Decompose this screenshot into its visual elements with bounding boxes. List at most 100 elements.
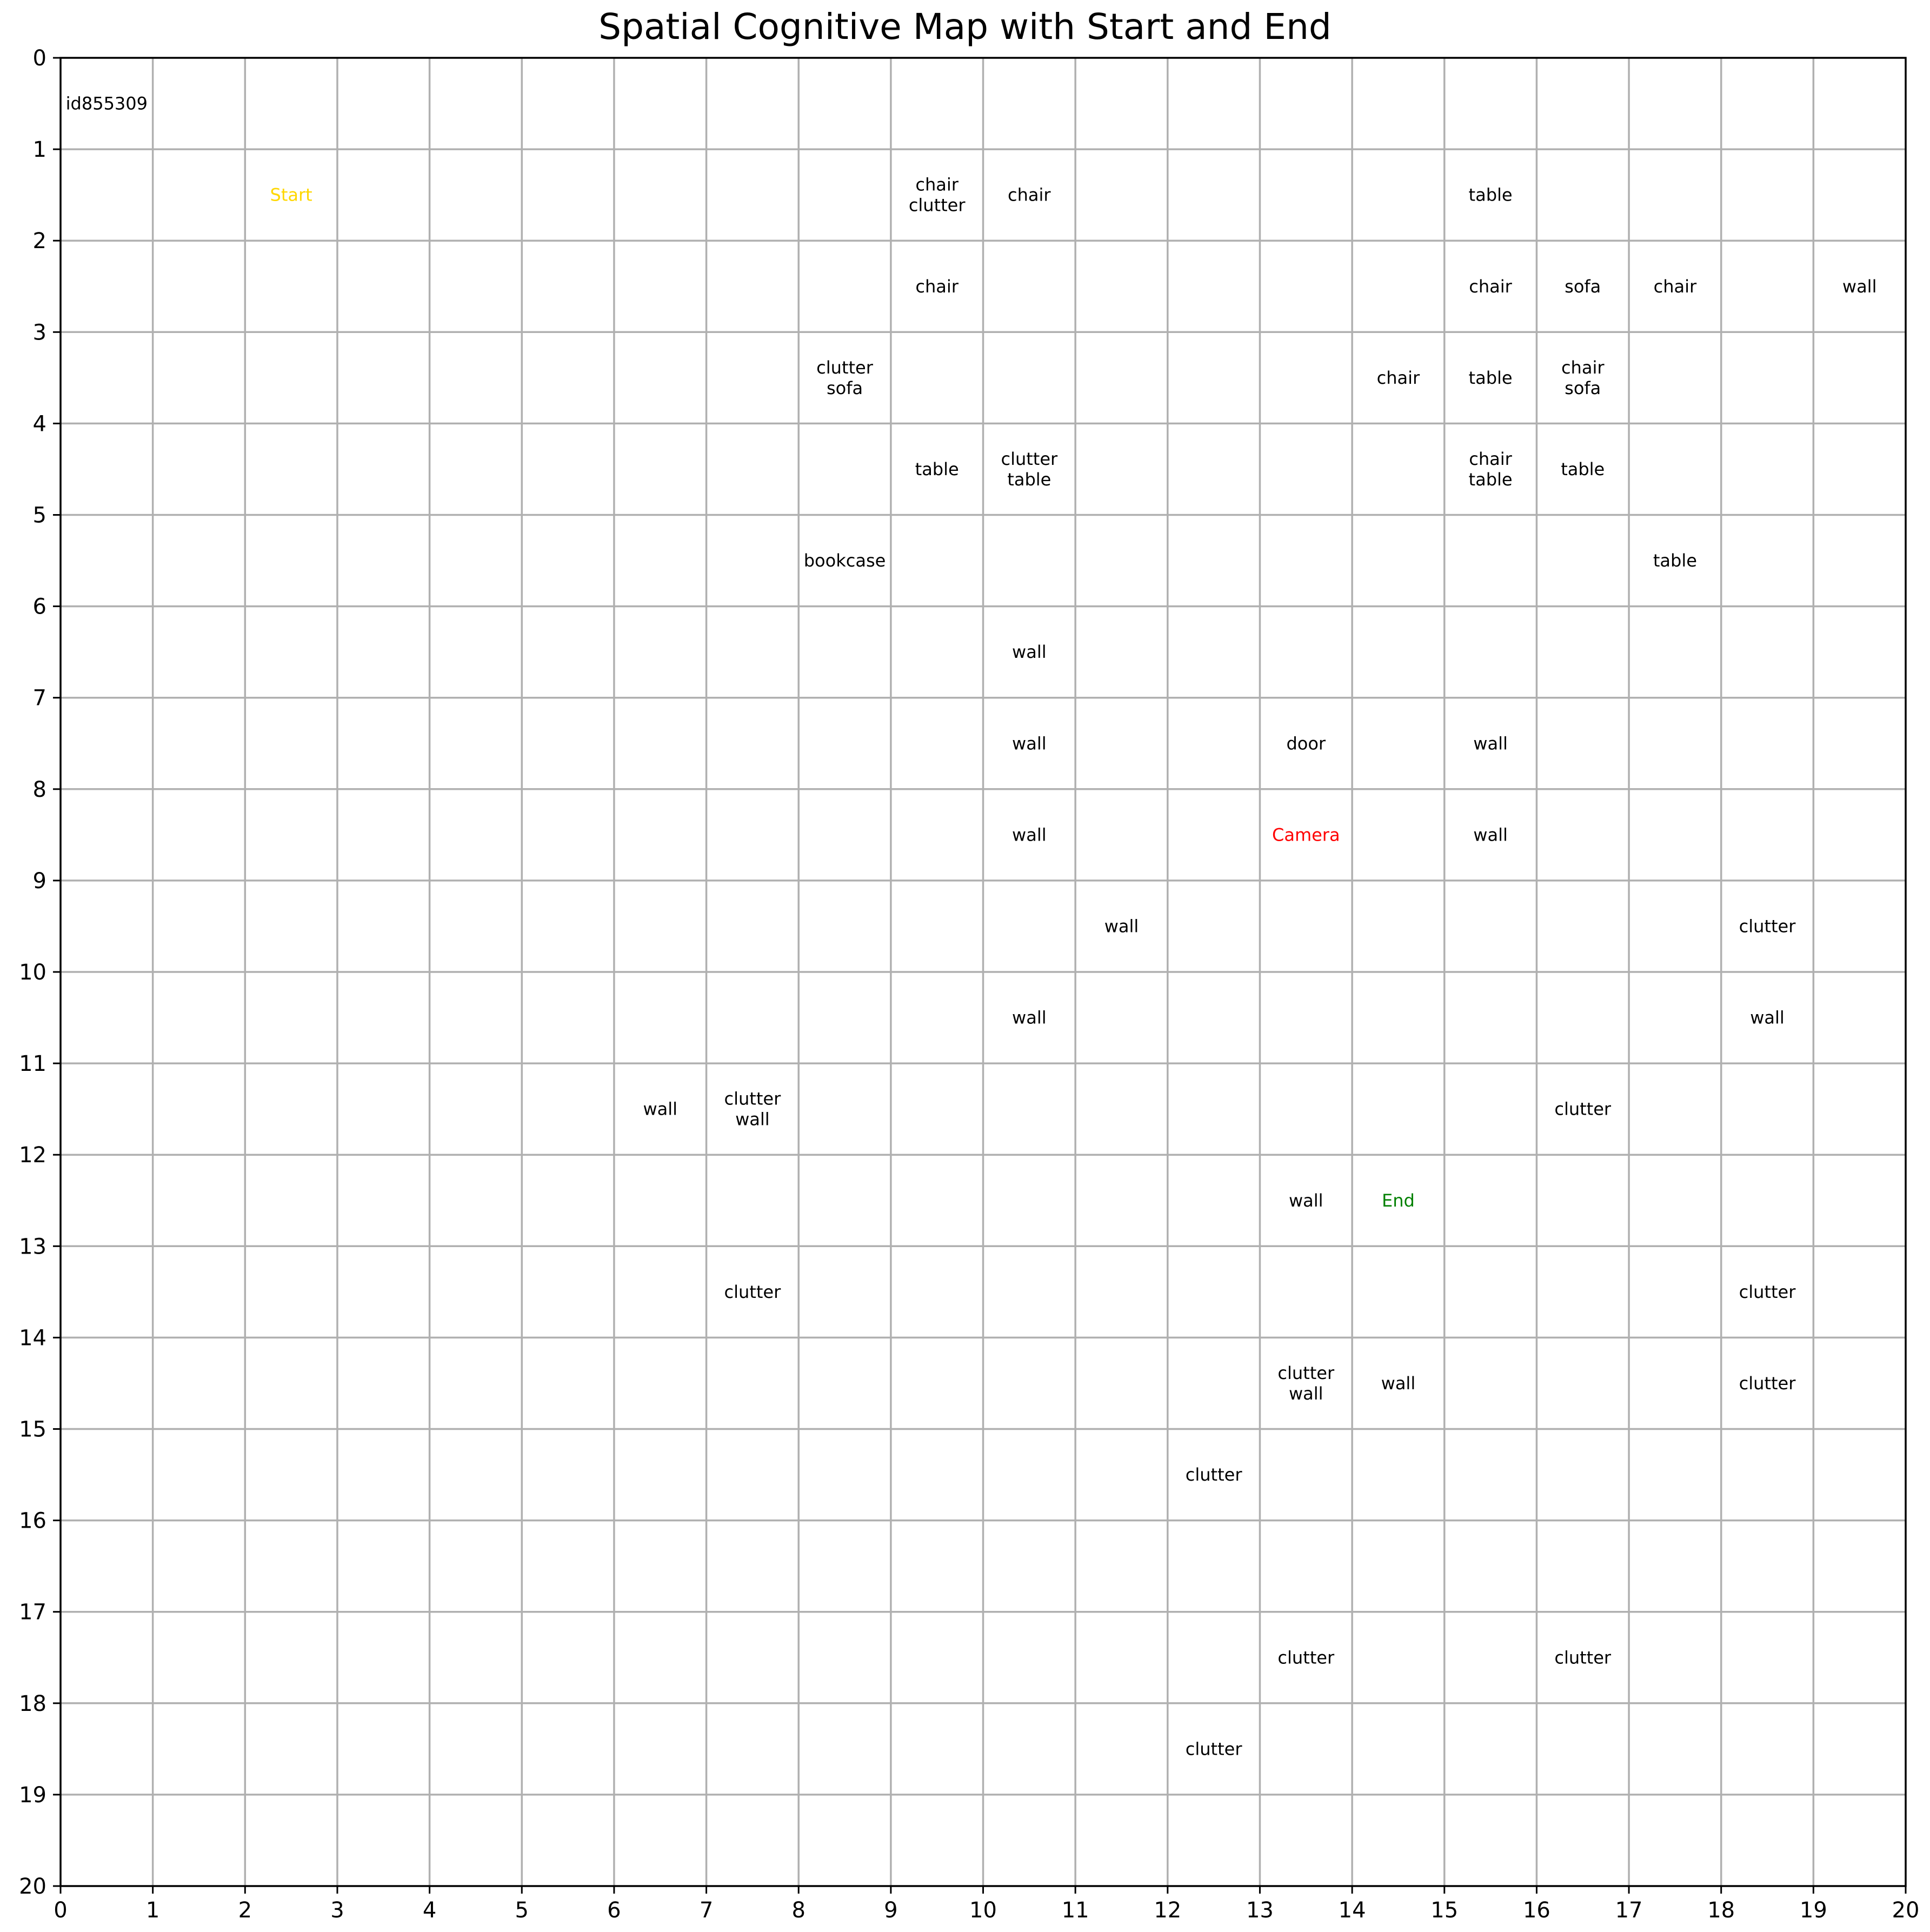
- cell-label-wall: wall: [1473, 824, 1508, 845]
- y-tick-label: 16: [19, 1509, 46, 1534]
- cell-label-clutter: clutter: [1186, 1464, 1243, 1485]
- cell-label-chair: chair: [915, 175, 959, 195]
- y-tick-label: 3: [33, 320, 46, 345]
- y-tick-label: 11: [19, 1051, 46, 1076]
- cell-label-wall: wall: [1381, 1373, 1416, 1394]
- cell-label-table: table: [915, 459, 959, 479]
- x-tick-label: 11: [1062, 1898, 1089, 1923]
- y-tick-label: 2: [33, 229, 46, 254]
- cell-label-chair: chair: [1008, 185, 1051, 205]
- cell-label-clutter: clutter: [1739, 1373, 1796, 1394]
- y-tick-label: 20: [19, 1874, 46, 1899]
- cell-label-sofa: sofa: [1565, 378, 1601, 398]
- x-tick-label: 0: [54, 1898, 67, 1923]
- cell-label-table: table: [1007, 469, 1051, 490]
- cell-label-id855309: id855309: [66, 94, 148, 114]
- camera-marker: Camera: [1272, 824, 1340, 845]
- cell-label-wall: wall: [1473, 733, 1508, 754]
- cell-label-clutter: clutter: [1739, 1282, 1796, 1302]
- end-marker: End: [1382, 1190, 1415, 1211]
- cell-label-clutter: clutter: [724, 1282, 782, 1302]
- cell-label-wall: wall: [735, 1109, 770, 1130]
- cell-label-wall: wall: [1289, 1190, 1323, 1211]
- cell-label-table: table: [1653, 550, 1697, 571]
- x-tick-label: 18: [1707, 1898, 1735, 1923]
- y-tick-label: 15: [19, 1417, 46, 1442]
- cell-label-chair: chair: [1377, 368, 1420, 388]
- x-tick-label: 19: [1800, 1898, 1827, 1923]
- y-tick-label: 13: [19, 1234, 46, 1259]
- x-tick-label: 16: [1523, 1898, 1550, 1923]
- y-tick-label: 18: [19, 1691, 46, 1716]
- cell-label-sofa: sofa: [1565, 276, 1601, 297]
- x-tick-label: 4: [423, 1898, 436, 1923]
- x-tick-label: 3: [330, 1898, 344, 1923]
- cell-label-clutter: clutter: [1001, 449, 1058, 469]
- x-tick-label: 10: [969, 1898, 997, 1923]
- cell-label-wall: wall: [1012, 733, 1047, 754]
- cell-label-chair: chair: [1469, 449, 1512, 469]
- cell-label-clutter: clutter: [1186, 1738, 1243, 1759]
- y-tick-label: 6: [33, 595, 46, 619]
- y-tick-label: 10: [19, 960, 46, 985]
- x-tick-label: 5: [515, 1898, 529, 1923]
- cell-label-wall: wall: [1012, 824, 1047, 845]
- cell-label-chair: chair: [1561, 357, 1605, 378]
- cell-label-clutter: clutter: [909, 195, 966, 216]
- cell-label-wall: wall: [1289, 1383, 1323, 1404]
- cell-label-wall: wall: [643, 1099, 677, 1120]
- cell-label-clutter: clutter: [816, 357, 874, 378]
- y-tick-label: 8: [33, 777, 46, 802]
- y-tick-label: 14: [19, 1325, 46, 1350]
- y-tick-label: 17: [19, 1600, 46, 1625]
- cell-label-clutter: clutter: [1554, 1647, 1612, 1668]
- y-tick-label: 1: [33, 137, 46, 162]
- cell-label-table: table: [1469, 185, 1513, 205]
- cell-label-wall: wall: [1750, 1008, 1785, 1028]
- y-tick-label: 4: [33, 411, 46, 436]
- y-tick-label: 12: [19, 1143, 46, 1168]
- grid-lines: [61, 58, 1906, 1886]
- cell-label-wall: wall: [1104, 916, 1139, 936]
- y-tick-label: 5: [33, 503, 46, 528]
- x-tick-label: 7: [700, 1898, 713, 1923]
- x-tick-label: 20: [1892, 1898, 1920, 1923]
- x-tick-label: 15: [1430, 1898, 1458, 1923]
- y-tick-label: 7: [33, 686, 46, 711]
- cell-label-wall: wall: [1012, 1008, 1047, 1028]
- y-tick-label: 9: [33, 869, 46, 894]
- cell-label-table: table: [1469, 469, 1513, 490]
- x-tick-label: 14: [1339, 1898, 1366, 1923]
- x-tick-label: 13: [1246, 1898, 1274, 1923]
- y-tick-label: 19: [19, 1783, 46, 1808]
- cell-label-chair: chair: [1654, 276, 1697, 297]
- y-tick-label: 0: [33, 46, 46, 71]
- cell-label-door: door: [1286, 733, 1326, 754]
- cell-label-bookcase: bookcase: [804, 550, 886, 571]
- cell-label-clutter: clutter: [1739, 916, 1796, 936]
- x-tick-label: 1: [146, 1898, 159, 1923]
- cell-label-wall: wall: [1012, 642, 1047, 662]
- start-marker: Start: [270, 185, 312, 205]
- cell-label-chair: chair: [1469, 276, 1512, 297]
- x-tick-label: 9: [884, 1898, 897, 1923]
- cell-label-clutter: clutter: [1554, 1099, 1612, 1120]
- cell-label-clutter: clutter: [1277, 1647, 1335, 1668]
- cell-label-clutter: clutter: [1277, 1363, 1335, 1383]
- x-axis: 0 1 2 3 4 5 6 7 8 9 10 11 12 13 14 15 16 17 18 19 20: [54, 1886, 1919, 1923]
- cell-label-table: table: [1469, 368, 1513, 388]
- x-tick-label: 2: [238, 1898, 252, 1923]
- x-tick-label: 12: [1154, 1898, 1181, 1923]
- x-tick-label: 8: [791, 1898, 805, 1923]
- map-title: Spatial Cognitive Map with Start and End: [598, 6, 1332, 48]
- cell-label-wall: wall: [1842, 276, 1877, 297]
- x-tick-label: 6: [607, 1898, 621, 1923]
- cell-label-clutter: clutter: [724, 1089, 782, 1109]
- x-tick-label: 17: [1615, 1898, 1643, 1923]
- cell-label-chair: chair: [915, 276, 959, 297]
- cell-label-table: table: [1561, 459, 1605, 479]
- cell-label-sofa: sofa: [827, 378, 863, 398]
